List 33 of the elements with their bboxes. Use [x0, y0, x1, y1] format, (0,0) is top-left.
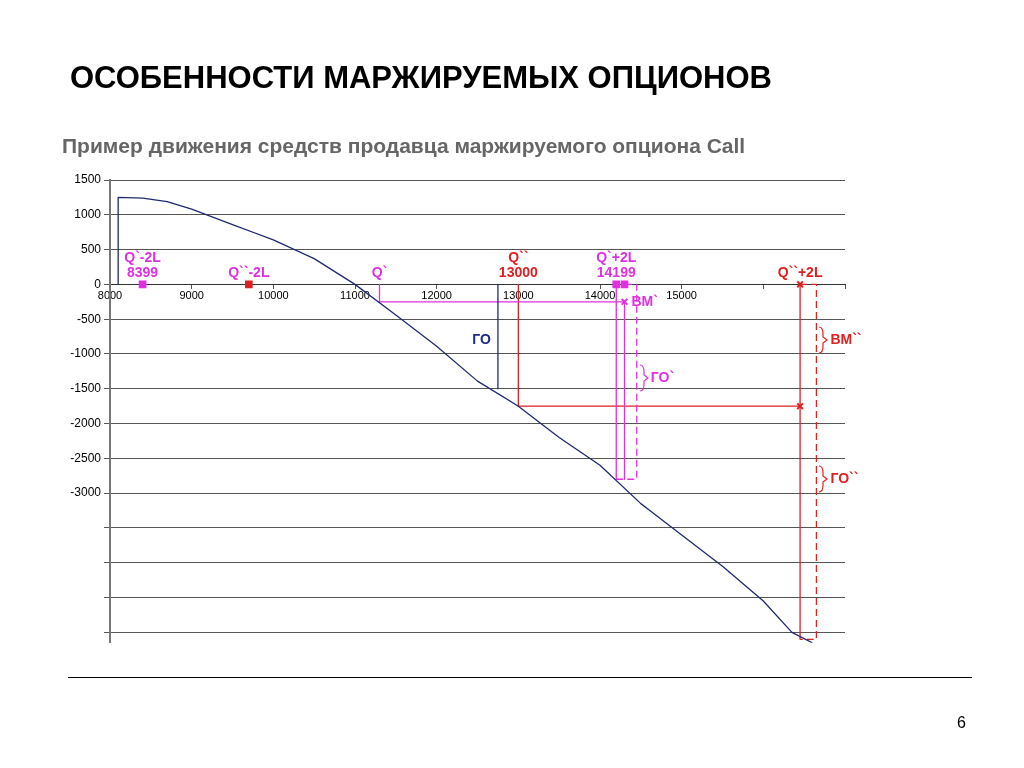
annotation: Q`` [508, 249, 529, 266]
y-tick-label: 500 [80, 241, 102, 256]
annotation: ВМ` [631, 292, 658, 309]
chart-title: ОСОБЕННОСТИ МАРЖИРУЕМЫХ ОПЦИОНОВ [70, 60, 772, 96]
annotation: Q``-2L [228, 264, 270, 281]
y-tick-label: -500 [76, 311, 102, 326]
y-tick-label: -1500 [70, 381, 102, 396]
annotation: 8399 [127, 264, 159, 281]
y-tick-label: -2000 [70, 415, 102, 430]
annotation: ВМ`` [830, 330, 862, 347]
x-tick-label: 12000 [421, 289, 452, 302]
annotation: 13000 [498, 264, 539, 281]
y-tick-label: 1500 [74, 172, 102, 187]
annotation: ГО [472, 330, 492, 347]
x-tick-label: 10000 [258, 289, 289, 302]
y-tick-label: -2500 [70, 450, 102, 465]
y-tick-label: -3000 [70, 485, 102, 500]
text: 6 [957, 714, 966, 732]
x-tick-label: 9000 [179, 289, 204, 302]
annotation: ГО`` [830, 470, 859, 487]
annotation: 14199 [596, 264, 636, 281]
y-tick-label: -1000 [70, 346, 102, 361]
chart-subtitle: Пример движения средств продавца маржируемого опциона Call [62, 134, 746, 158]
x-tick-label: 14000 [584, 289, 616, 302]
annotation: Q` [371, 264, 388, 281]
annotation: Q``+2L [777, 264, 823, 281]
annotation: ГО` [650, 369, 675, 386]
annotation: Q`-2L [124, 249, 162, 266]
x-tick-label: 15000 [666, 289, 697, 302]
y-tick-label: 1000 [74, 207, 102, 222]
y-tick-label: 0 [94, 276, 102, 291]
annotation: Q`+2L [596, 249, 637, 266]
x-tick-label: 11000 [340, 289, 370, 302]
